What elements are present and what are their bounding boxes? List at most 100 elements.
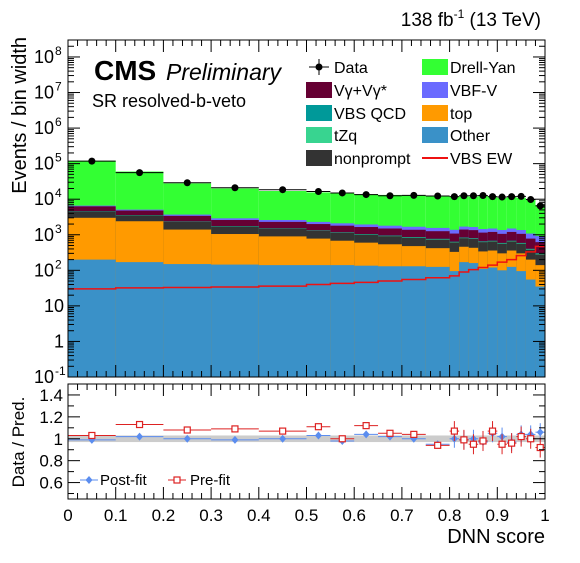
stack-layer	[68, 160, 545, 377]
legend-label: Pre-fit	[190, 472, 231, 489]
data-point	[386, 192, 394, 200]
postfit-point	[279, 434, 287, 443]
prefit-point	[231, 425, 239, 433]
bar-other	[258, 265, 307, 377]
data-point	[314, 187, 322, 195]
prefit-point	[479, 437, 487, 445]
legend-swatch	[422, 127, 448, 143]
postfit-point	[183, 434, 191, 443]
prefit-point	[314, 423, 323, 431]
y-tick-label: 104	[34, 186, 62, 209]
bar-other	[211, 264, 259, 377]
data-layer	[68, 157, 545, 210]
y-tick-label: 105	[34, 151, 62, 174]
bar-other	[487, 267, 498, 377]
signal-layer	[68, 245, 545, 290]
prefit-point	[517, 432, 525, 441]
data-point	[460, 192, 468, 200]
x-tick-label: 0.6	[342, 506, 366, 525]
prefit-point	[386, 429, 394, 437]
legend-label: nonprompt	[334, 151, 411, 168]
legend-label: Data	[334, 60, 368, 77]
legend-label: Drell-Yan	[450, 60, 516, 77]
ratio-y-tick-label: 0.8	[39, 452, 63, 471]
prefit-point	[362, 422, 370, 430]
bar-other	[468, 263, 479, 377]
bar-other	[68, 259, 116, 377]
postfit-point	[231, 435, 239, 444]
legend: Data Vγ+Vγ* VBS QCD tZq nonprompt Drell-Yan VB…	[306, 59, 516, 168]
y-tick-label: 108	[34, 44, 62, 67]
main-y-axis-label: Events / bin width	[9, 37, 31, 194]
prefit-point	[135, 420, 144, 429]
legend-label: Other	[450, 128, 491, 145]
ratio-y-tick-label: 1.4	[39, 386, 63, 405]
ratio-y-axis-label: Data / Pred.	[9, 397, 28, 488]
cms-label: CMS	[94, 55, 156, 86]
prefit-point	[450, 427, 458, 435]
bar-other	[163, 264, 212, 377]
legend-label: VBS EW	[450, 151, 513, 168]
prefit-point	[410, 430, 418, 438]
data-point	[469, 192, 477, 200]
x-axis-label: DNN score	[447, 526, 545, 548]
legend-label: Post-fit	[100, 472, 148, 489]
signal-line	[68, 245, 545, 290]
x-tick-label: 0.4	[247, 506, 271, 525]
y-tick-label: 1	[54, 331, 64, 351]
ratio-y-tick-label: 1	[54, 430, 63, 449]
prefit-point	[88, 431, 96, 440]
data-point	[450, 193, 458, 201]
x-tick-label: 1	[540, 506, 549, 525]
prefit-point	[434, 441, 442, 449]
y-tick-label: 106	[34, 115, 62, 138]
main-y-axis: 10-1 1 10 102 103 104 105 106 107 108	[34, 39, 545, 387]
x-tick-label: 0.7	[390, 506, 414, 525]
ratio-panel: 0.60.811.21.4 0 0.1 0.2 0.3 0.4 0.5 0.6 0.7 0.8 0…	[9, 383, 550, 548]
bar-other	[449, 271, 460, 377]
main-x-ticks	[67, 40, 546, 377]
bar-other	[459, 262, 469, 377]
legend-swatch	[422, 59, 448, 75]
ratio-y-tick-label: 1.2	[39, 408, 63, 427]
legend-swatch	[306, 127, 332, 143]
prefit-point	[508, 439, 516, 447]
data-point	[527, 196, 535, 204]
ratio-y-axis: 0.6 0.8 1 1.2 1.4	[39, 386, 545, 495]
x-tick-label: 0.8	[438, 506, 462, 525]
preliminary-label: Preliminary	[166, 59, 283, 85]
prefit-point	[279, 427, 287, 435]
main-panel: 10-1 1 10 102 103 104 105 106 107 108 Events / bi…	[9, 37, 546, 387]
bar-other	[535, 286, 545, 377]
bar-other	[378, 266, 402, 377]
data-point	[536, 202, 544, 210]
postfit-point	[314, 431, 322, 440]
legend-swatch	[306, 82, 332, 98]
legend-label: top	[450, 106, 472, 123]
bar-other	[115, 262, 164, 377]
data-point	[508, 193, 516, 201]
data-point	[88, 157, 96, 165]
prefit-point	[536, 443, 544, 452]
legend-marker	[173, 476, 181, 484]
legend-label: VBS QCD	[334, 106, 406, 123]
ratio-y-tick-label: 0.6	[39, 474, 63, 493]
region-label: SR resolved-b-veto	[92, 91, 246, 111]
prefit-point	[460, 436, 468, 444]
data-point	[183, 179, 191, 187]
postfit-point	[536, 428, 544, 437]
prefit-point	[498, 440, 506, 448]
x-tick-label: 0.3	[199, 506, 223, 525]
data-point	[479, 192, 487, 200]
bar-other	[306, 265, 331, 377]
bar-other	[497, 270, 507, 377]
bar-other	[330, 265, 355, 377]
bar-other	[525, 279, 536, 377]
prefit-point	[338, 435, 346, 443]
prefit-point	[183, 426, 191, 434]
y-tick-label: 10	[44, 296, 64, 316]
data-point	[279, 186, 287, 194]
bar-other	[516, 271, 526, 377]
bar-other	[506, 266, 517, 377]
